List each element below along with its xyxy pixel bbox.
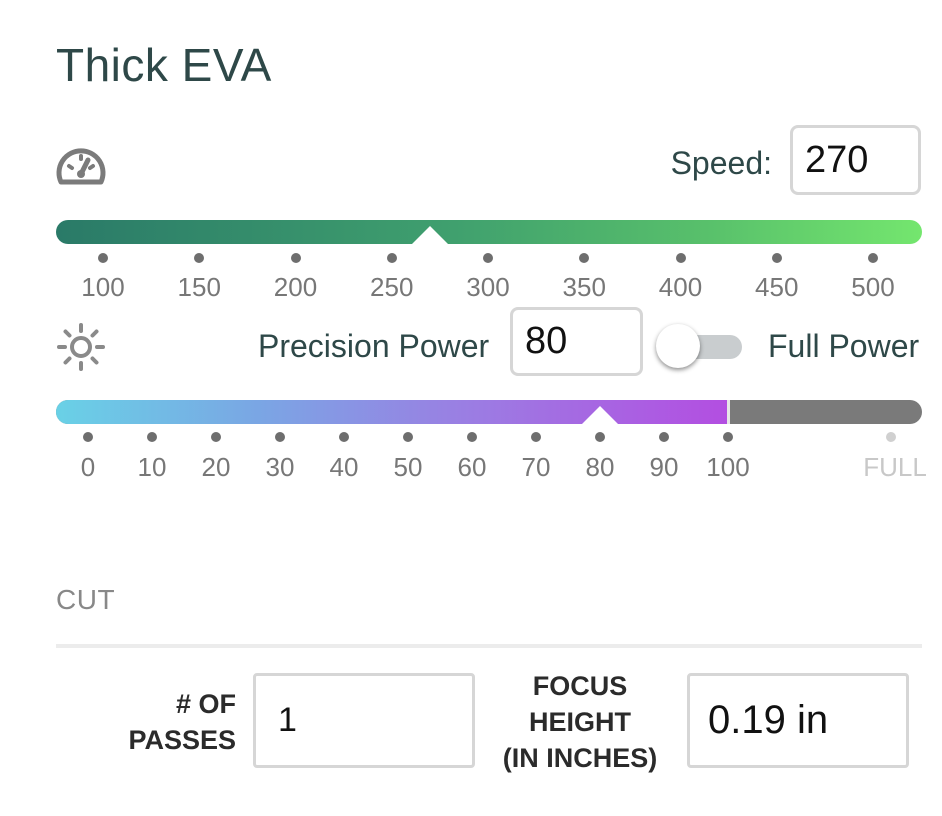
- focus-height-label: FOCUS HEIGHT (IN INCHES): [502, 671, 658, 773]
- full-power-toggle-knob[interactable]: [656, 324, 700, 368]
- speed-input[interactable]: [790, 125, 921, 195]
- full-power-label: Full Power: [768, 328, 920, 364]
- power-tick-label: 10: [137, 452, 167, 482]
- power-tick-label-full: FULL: [863, 452, 927, 482]
- section-divider: [56, 644, 922, 648]
- power-tick-label: 100: [706, 452, 750, 482]
- power-tick-label: 60: [457, 452, 487, 482]
- speed-tick-dot: [290, 253, 301, 263]
- power-tick-dot: [147, 432, 157, 442]
- speed-tick-dot: [771, 253, 782, 263]
- power-tick-dot: [659, 432, 669, 442]
- power-tick-label: 90: [649, 452, 679, 482]
- passes-input[interactable]: [253, 673, 475, 768]
- power-input[interactable]: [510, 307, 643, 376]
- speed-tick-label: 500: [851, 272, 895, 302]
- speed-tick-label: 450: [755, 272, 799, 302]
- power-tick-label: 70: [521, 452, 551, 482]
- power-tick-dot-full: [886, 432, 896, 442]
- speed-slider-track[interactable]: [56, 220, 922, 244]
- power-tick-label: 40: [329, 452, 359, 482]
- sun-icon: [57, 323, 105, 371]
- speed-tick-label: 150: [177, 272, 221, 302]
- speed-tick-dot: [579, 253, 590, 263]
- power-tick-dot: [403, 432, 413, 442]
- power-tick-label: 0: [80, 452, 96, 482]
- speed-tick-dot: [386, 253, 397, 263]
- power-tick-dot: [467, 432, 477, 442]
- precision-power-label: Precision Power: [258, 328, 490, 364]
- speed-label: Speed:: [670, 145, 772, 181]
- power-tick-dot: [275, 432, 285, 442]
- speed-tick-label: 400: [658, 272, 703, 302]
- speed-tick-dot: [483, 253, 493, 263]
- speed-tick-label: 250: [370, 272, 414, 302]
- power-tick-dot: [723, 432, 733, 442]
- power-tick-label: 50: [393, 452, 423, 482]
- speedometer-icon: [56, 148, 106, 185]
- power-tick-label: 30: [265, 452, 295, 482]
- page-title: Thick EVA: [56, 39, 272, 91]
- power-full-divider: [727, 400, 730, 424]
- power-tick-label: 20: [201, 452, 231, 482]
- speed-tick-dot: [194, 253, 205, 263]
- speed-tick-label: 200: [273, 272, 318, 302]
- power-slider-fill: [56, 400, 728, 424]
- speed-slider-handle[interactable]: [412, 226, 449, 244]
- speed-tick-dot: [98, 253, 108, 263]
- power-slider-handle[interactable]: [582, 406, 618, 424]
- power-tick-dot: [595, 432, 605, 442]
- speed-tick-dot: [675, 253, 686, 263]
- power-tick-label: 80: [585, 452, 615, 482]
- power-slider-track[interactable]: [56, 400, 922, 424]
- section-title: CUT: [56, 584, 116, 615]
- passes-label: # OF PASSES: [128, 689, 236, 755]
- focus-height-input[interactable]: [687, 673, 909, 768]
- power-tick-dot: [211, 432, 221, 442]
- power-tick-dot: [339, 432, 349, 442]
- speed-tick-label: 350: [562, 272, 606, 302]
- speed-tick-label: 100: [81, 272, 125, 302]
- speed-tick-label: 300: [466, 272, 510, 302]
- power-tick-dot: [83, 432, 93, 442]
- speed-tick-dot: [868, 253, 878, 263]
- power-tick-dot: [531, 432, 541, 442]
